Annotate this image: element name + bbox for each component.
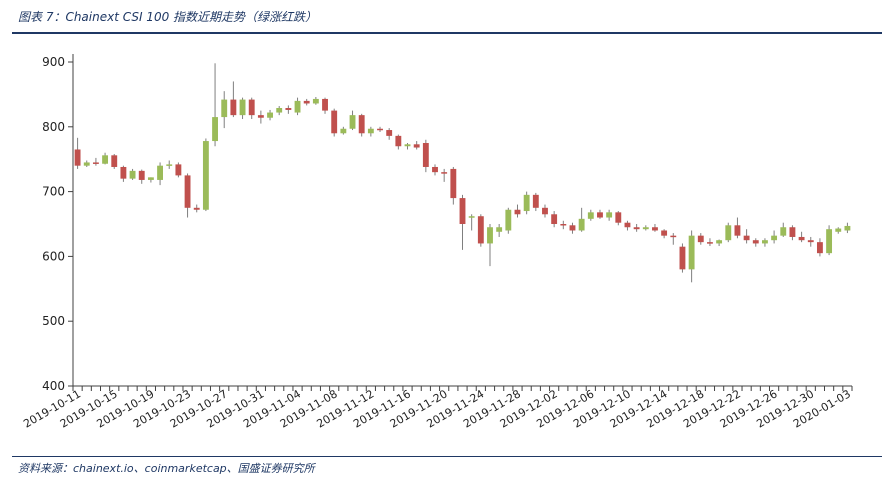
candle-body-up	[587, 212, 594, 219]
candle-body-down	[450, 168, 457, 199]
candle-body-up	[166, 164, 173, 166]
tick-labels-group: 4005006007008009002019-10-112019-10-1520…	[21, 55, 853, 431]
candle-body-down	[532, 194, 539, 208]
candle-body-down	[752, 240, 759, 244]
source-note: 资料来源：chainext.io、coinmarketcap、国盛证券研究所	[18, 462, 315, 475]
candle-body-up	[688, 235, 695, 270]
candle-body-up	[771, 235, 778, 241]
candle-body-up	[496, 227, 503, 232]
y-tick-label: 600	[42, 249, 65, 263]
candle-body-down	[331, 110, 338, 134]
candles-group	[74, 63, 851, 283]
candle-body-down	[560, 224, 567, 226]
candle-body-down	[175, 164, 182, 176]
candle-body-down	[358, 115, 365, 134]
y-tick-label: 700	[42, 185, 65, 199]
y-tick-label: 800	[42, 120, 65, 134]
figure-title: 图表 7：Chainext CSI 100 指数近期走势（绿涨红跌）	[18, 10, 318, 24]
candle-body-up	[267, 112, 273, 118]
candle-body-down	[679, 246, 686, 270]
candle-body-down	[395, 135, 402, 147]
candle-body-up	[294, 100, 301, 113]
candle-body-down	[633, 227, 640, 230]
candle-body-down	[138, 170, 145, 180]
candle-body-down	[441, 172, 448, 174]
candle-body-up	[578, 218, 585, 231]
candle-body-up	[725, 225, 732, 241]
candle-body-down	[743, 235, 750, 241]
candle-body-down	[422, 143, 429, 167]
y-tick-label: 900	[42, 55, 65, 69]
candle-body-down	[413, 144, 420, 148]
candle-body-down	[707, 242, 713, 244]
candle-body-down	[569, 225, 576, 231]
candle-body-down	[652, 227, 658, 231]
candle-body-up	[83, 162, 90, 166]
candle-body-down	[111, 155, 118, 167]
title-divider	[12, 32, 882, 34]
candle-body-down	[303, 100, 310, 104]
candle-body-down	[459, 198, 466, 224]
candle-body-up	[129, 170, 136, 179]
candle-body-up	[102, 155, 109, 164]
candle-body-down	[184, 175, 191, 208]
candle-body-up	[762, 240, 768, 244]
candle-body-up	[276, 108, 283, 113]
candle-body-down	[193, 207, 200, 210]
candle-body-down	[230, 99, 237, 116]
candle-body-down	[514, 209, 521, 215]
candle-body-down	[697, 235, 704, 243]
candle-body-down	[670, 235, 677, 238]
candle-body-up	[716, 240, 723, 244]
candle-body-down	[551, 214, 558, 224]
y-tick-label: 500	[42, 314, 65, 328]
candle-body-down	[248, 99, 255, 116]
source-divider	[12, 456, 882, 457]
y-tick-label: 400	[42, 379, 65, 393]
candle-body-up	[340, 128, 347, 134]
candle-body-down	[789, 227, 796, 237]
candle-body-up	[642, 227, 649, 230]
candle-body-down	[432, 166, 438, 173]
candle-body-down	[322, 98, 328, 111]
candle-body-up	[212, 117, 218, 142]
candle-body-down	[74, 149, 81, 166]
candle-body-up	[826, 229, 833, 254]
candle-body-down	[257, 115, 264, 118]
candle-body-down	[477, 216, 484, 244]
candle-body-down	[661, 230, 668, 236]
candle-body-down	[285, 108, 292, 110]
candle-body-down	[377, 128, 383, 131]
candle-body-down	[807, 240, 814, 243]
candle-body-up	[404, 144, 411, 147]
candle-body-down	[624, 222, 631, 228]
candle-body-up	[844, 225, 851, 231]
candle-body-up	[505, 209, 512, 231]
candle-body-up	[780, 227, 787, 236]
candle-body-down	[816, 242, 823, 254]
candle-body-up	[523, 194, 530, 212]
candle-body-up	[202, 141, 209, 210]
candle-body-up	[468, 216, 475, 218]
candle-body-down	[734, 225, 741, 236]
candle-body-up	[487, 227, 493, 244]
candle-body-down	[615, 212, 622, 223]
candle-body-up	[367, 128, 374, 134]
candle-body-down	[92, 162, 99, 164]
candle-body-up	[312, 98, 319, 104]
candle-body-down	[542, 207, 548, 215]
candle-body-up	[349, 115, 356, 129]
candle-body-down	[798, 236, 805, 241]
candle-body-up	[835, 228, 842, 232]
candle-body-down	[120, 166, 127, 179]
candle-body-up	[606, 212, 613, 218]
chart-axes	[68, 54, 853, 391]
candle-body-up	[157, 165, 163, 180]
candle-body-down	[597, 212, 603, 218]
candle-body-down	[386, 130, 393, 136]
candle-body-up	[239, 99, 246, 116]
candle-body-up	[221, 99, 228, 118]
candle-body-up	[147, 177, 154, 180]
